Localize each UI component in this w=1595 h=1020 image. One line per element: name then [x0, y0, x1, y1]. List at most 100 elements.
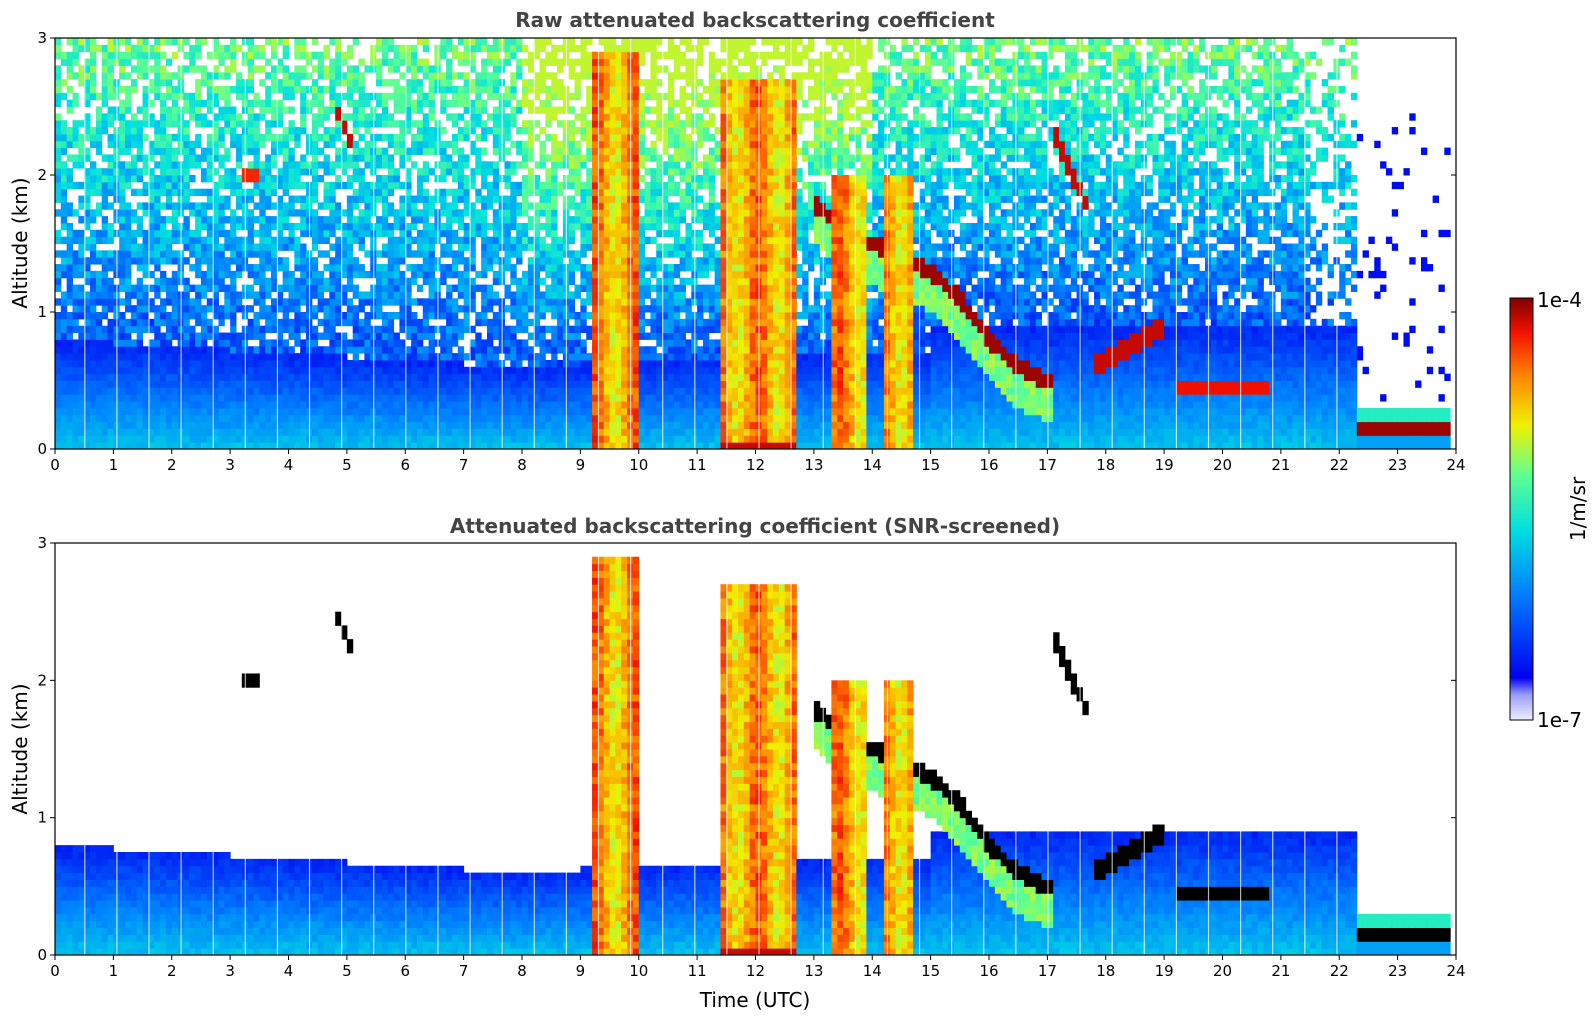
- heatmap-cell: [171, 435, 179, 443]
- heatmap-cell: [329, 442, 336, 450]
- heatmap-cell: [399, 181, 406, 190]
- heatmap-cell: [428, 250, 435, 258]
- heatmap-cell: [632, 51, 640, 60]
- heatmap-cell: [545, 243, 552, 251]
- heatmap-cell: [230, 394, 237, 402]
- heatmap-cell: [364, 325, 371, 334]
- heatmap-cell: [66, 373, 74, 381]
- heatmap-cell: [358, 298, 365, 306]
- heatmap-cell: [130, 175, 138, 183]
- heatmap-cell: [399, 161, 406, 169]
- heatmap-cell: [66, 318, 74, 327]
- heatmap-cell: [294, 195, 301, 203]
- heatmap-cell: [492, 140, 500, 149]
- heatmap-cell: [422, 428, 430, 436]
- heatmap-cell: [183, 394, 190, 402]
- heatmap-cell: [171, 270, 179, 279]
- heatmap-cell: [189, 421, 196, 429]
- heatmap-cell: [259, 99, 266, 107]
- heatmap-cell: [294, 250, 301, 258]
- heatmap-cell: [621, 407, 628, 416]
- heatmap-cell: [393, 380, 400, 388]
- heatmap-cell: [160, 188, 167, 197]
- heatmap-cell: [230, 127, 237, 135]
- heatmap-cell: [516, 394, 523, 402]
- heatmap-cell: [492, 79, 500, 87]
- heatmap-cell: [492, 291, 500, 299]
- heatmap-cell: [481, 284, 488, 292]
- heatmap-cell: [335, 154, 342, 162]
- heatmap-cell: [282, 359, 289, 368]
- heatmap-cell: [522, 79, 529, 87]
- heatmap-cell: [440, 195, 447, 203]
- heatmap-cell: [136, 277, 144, 286]
- heatmap-cell: [183, 421, 190, 429]
- heatmap-cell: [428, 270, 435, 279]
- heatmap-cell: [165, 407, 173, 416]
- heatmap-cell: [364, 202, 371, 210]
- heatmap-cell: [492, 229, 500, 238]
- heatmap-cell: [358, 229, 365, 238]
- heatmap-cell: [195, 421, 202, 429]
- heatmap-cell: [224, 407, 231, 416]
- heatmap-cell: [323, 428, 330, 436]
- heatmap-cell: [165, 161, 173, 169]
- heatmap-cell: [592, 387, 599, 395]
- heatmap-cell: [352, 339, 360, 347]
- heatmap-cell: [557, 332, 564, 340]
- heatmap-cell: [387, 79, 395, 87]
- heatmap-cell: [84, 346, 91, 354]
- heatmap-cell: [609, 387, 616, 395]
- heatmap-cell: [66, 168, 74, 176]
- heatmap-cell: [586, 181, 593, 190]
- heatmap-cell: [148, 257, 155, 265]
- heatmap-cell: [446, 188, 453, 197]
- heatmap-cell: [119, 195, 126, 203]
- heatmap-cell: [270, 394, 278, 402]
- heatmap-cell: [200, 325, 208, 334]
- heatmap-cell: [615, 257, 622, 265]
- heatmap-cell: [300, 318, 307, 327]
- heatmap-cell: [125, 236, 132, 244]
- heatmap-cell: [405, 380, 412, 388]
- heatmap-cell: [148, 428, 155, 436]
- heatmap-cell: [130, 421, 138, 429]
- heatmap-cell: [545, 99, 552, 107]
- heatmap-cell: [381, 353, 389, 361]
- heatmap-cell: [160, 236, 167, 244]
- heatmap-cell: [311, 195, 319, 203]
- heatmap-cell: [615, 442, 622, 450]
- heatmap-cell: [265, 421, 272, 429]
- heatmap-cell: [440, 51, 447, 60]
- heatmap-cell: [416, 168, 424, 176]
- heatmap-cell: [574, 318, 581, 327]
- heatmap-cell: [457, 99, 465, 107]
- heatmap-cell: [580, 106, 587, 114]
- heatmap-cell: [644, 435, 651, 443]
- heatmap-cell: [586, 120, 593, 128]
- heatmap-cell: [393, 181, 400, 190]
- heatmap-cell: [230, 325, 237, 334]
- heatmap-cell: [165, 373, 173, 381]
- heatmap-cell: [72, 236, 79, 244]
- heatmap-cell: [288, 291, 295, 299]
- heatmap-cell: [446, 44, 453, 53]
- heatmap-cell: [632, 154, 640, 162]
- heatmap-cell: [551, 401, 558, 409]
- heatmap-cell: [212, 366, 219, 375]
- heatmap-cell: [206, 414, 214, 423]
- heatmap-cell: [475, 216, 482, 224]
- heatmap-cell: [247, 106, 254, 114]
- heatmap-cell: [160, 140, 167, 149]
- heatmap-cell: [323, 168, 330, 176]
- heatmap-cell: [533, 264, 541, 272]
- heatmap-cell: [399, 106, 406, 114]
- heatmap-cell: [265, 222, 272, 231]
- heatmap-cell: [551, 298, 558, 306]
- heatmap-cell: [486, 72, 494, 80]
- heatmap-cell: [125, 387, 132, 395]
- heatmap-cell: [510, 264, 517, 272]
- heatmap-cell: [60, 407, 68, 416]
- heatmap-cell: [317, 318, 325, 327]
- heatmap-cell: [148, 236, 155, 244]
